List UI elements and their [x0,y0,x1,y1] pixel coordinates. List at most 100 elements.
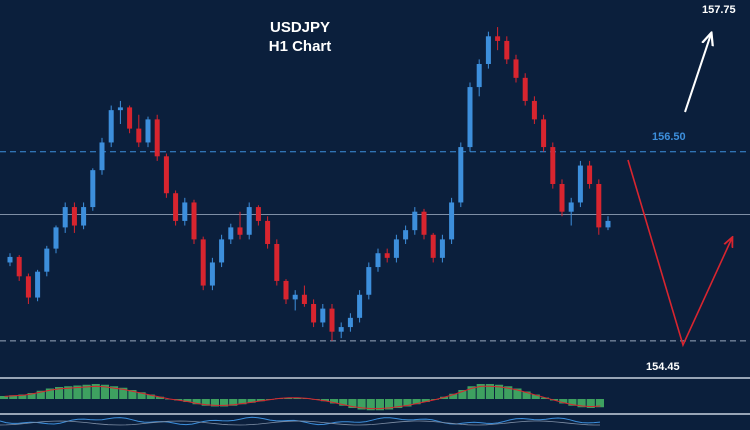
candle-body [504,40,510,60]
candle-body [430,234,436,258]
candle [559,179,565,217]
candle [467,82,473,152]
candle-body [200,239,206,286]
candle [476,59,482,97]
oscillator-bar [559,399,568,404]
candle [53,225,59,254]
oscillator-bar [421,399,430,402]
candle [320,304,326,328]
candle-body [16,256,22,277]
candlestick-series [7,27,611,341]
lower-indicator-signal [0,420,600,426]
candle [366,262,372,300]
oscillator-bar [449,393,458,399]
oscillator-bar [568,399,577,406]
candle [62,202,68,233]
candle [163,153,169,198]
candle [577,160,583,208]
candle-body [53,227,59,249]
candle-body [108,110,114,143]
oscillator-bar [540,397,549,399]
candle-body [301,294,307,304]
candle-body [458,147,464,203]
candle [596,179,602,235]
candle-body [117,107,123,111]
oscillator-signal-line [4,385,601,410]
candle-body [568,202,574,212]
candle [347,313,353,332]
candle-body [357,294,363,318]
candle-body [439,239,445,258]
oscillator-bar [201,399,210,406]
oscillator-bar [146,394,155,399]
chart-title: USDJPY [270,19,330,36]
candle-body [182,202,188,221]
candle-body [311,304,317,323]
oscillator-bar [495,384,504,399]
candle [458,142,464,208]
oscillator-bar [440,396,449,399]
oscillator-bar [293,397,302,399]
oscillator-bar [91,384,100,399]
candle-body [531,100,537,120]
candle-body [136,128,142,143]
oscillator-bar [110,386,119,399]
candle-body [99,142,105,171]
oscillator-bar [330,399,339,404]
candle-body [550,147,556,184]
candle [182,197,188,226]
candle [311,299,317,328]
candle [301,285,307,307]
candle [504,36,510,64]
scenario-projections [627,34,732,348]
oscillator-bar [256,399,265,402]
candle-body [255,207,261,221]
candle [255,205,261,226]
oscillator-bar [366,399,375,411]
candle-body [35,271,41,298]
candle [292,290,298,311]
oscillator-bar [9,395,18,399]
level-label-resistance: 156.50 [652,131,686,143]
candle-body [476,64,482,88]
oscillator-bar [229,399,238,406]
oscillator-bar [458,390,467,399]
candle [329,304,335,341]
candle-body [347,317,353,328]
candle [200,236,206,291]
oscillator-bar [137,392,146,399]
candle-body [25,276,31,298]
bullish-projection-arrow [684,34,711,113]
candle [246,202,252,240]
oscillator-bar [192,399,201,405]
candle-body [283,280,289,300]
candle-body [366,267,372,295]
oscillator-bar [36,390,45,399]
oscillator-bar [55,387,64,399]
level-label-top: 157.75 [702,4,736,16]
candle-body [587,165,593,184]
oscillator-panel [0,377,750,426]
candle-body [219,239,225,263]
candle [228,223,234,244]
candle [357,290,363,323]
oscillator-bar [220,399,229,407]
candle [485,31,491,69]
oscillator-bar [357,399,366,410]
oscillator-bar [348,399,357,408]
oscillator-bar [284,397,293,399]
oscillator-bar [476,384,485,399]
candle [375,248,381,272]
candle [605,216,611,231]
candle-body [421,211,427,235]
oscillator-bar [485,384,494,399]
candle [587,160,593,189]
oscillator-bar [412,399,421,405]
candle [531,96,537,124]
bearish-projection-arrow [627,159,732,348]
candle-body [393,239,399,258]
candle [71,202,77,233]
candle [145,116,151,148]
oscillator-bar [238,399,247,405]
